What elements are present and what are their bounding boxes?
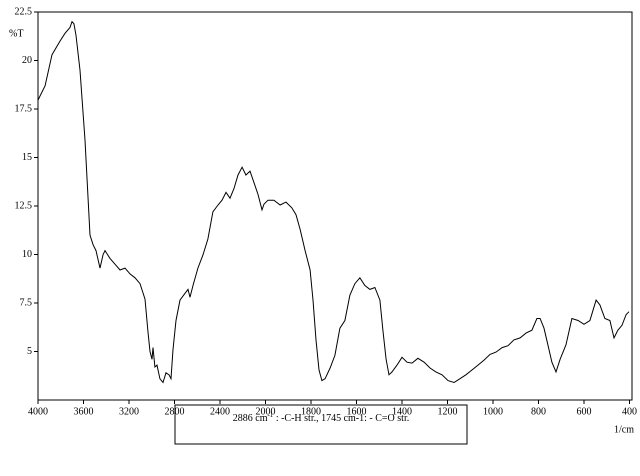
annotation-box	[174, 404, 468, 445]
spectrum-line	[37, 20, 630, 384]
y-tick-label: 15	[22, 152, 32, 163]
y-tick-label: 22.5	[15, 6, 33, 17]
x-tick-label: 4000	[28, 406, 48, 417]
y-tick-label: 17.5	[15, 103, 33, 114]
x-tick-label: 1000	[483, 406, 503, 417]
y-tick-label: 5	[27, 346, 32, 357]
y-tick-label: 12.5	[15, 200, 33, 211]
y-axis-label: %T	[9, 28, 23, 39]
y-tick-label: 20	[22, 55, 32, 66]
x-tick-label: 800	[531, 406, 546, 417]
x-tick-label: 2400	[210, 406, 230, 417]
annotation: 2886 cm-1 : -C-H str., 1745 cm-1: - C=O …	[233, 411, 409, 425]
x-tick-label: 1200	[438, 406, 458, 417]
x-tick-label: 1800	[301, 406, 321, 417]
x-tick-label: 1600	[347, 406, 367, 417]
annotation-text-after: : -C-H str., 1745 cm-1: - C=O str.	[273, 413, 409, 424]
x-tick-label: 2800	[165, 406, 185, 417]
y-tick-label: 7.5	[20, 297, 33, 308]
x-tick-label: 1400	[392, 406, 412, 417]
x-tick-label: 3200	[119, 406, 139, 417]
x-tick-label: 2000	[256, 406, 276, 417]
annotation-text: 2886 cm	[233, 413, 268, 424]
x-axis-label: 1/cm	[614, 424, 634, 435]
y-tick-label: 10	[22, 249, 32, 260]
x-tick-label: 600	[577, 406, 592, 417]
plot-frame	[37, 11, 633, 401]
x-tick-label: 400	[622, 406, 637, 417]
annotation-superscript: -1	[267, 411, 273, 419]
x-tick-label: 3600	[74, 406, 94, 417]
